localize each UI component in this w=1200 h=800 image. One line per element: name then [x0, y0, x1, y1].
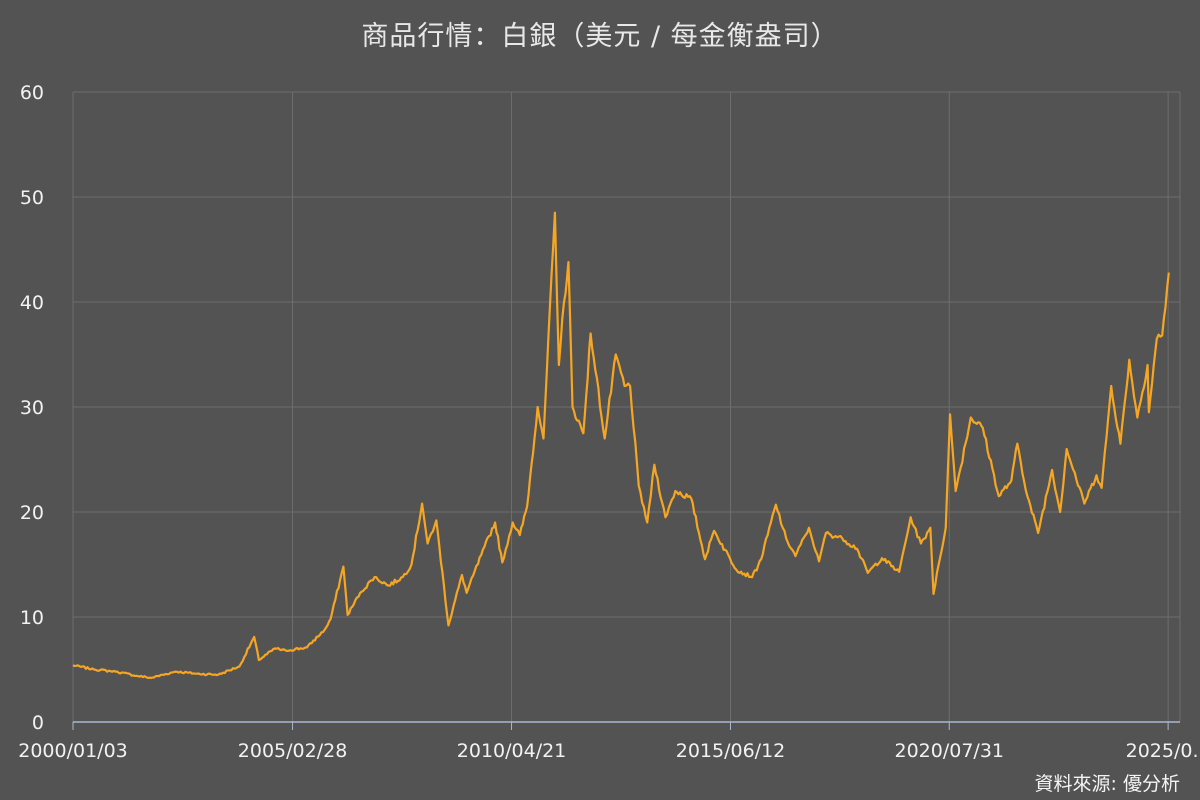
y-tick-label: 50 — [20, 187, 44, 209]
y-tick-label: 0 — [32, 712, 44, 734]
tick-labels: 0 10 20 30 40 50 60 2000/01/03 2005/02/28 2010/04… — [18, 82, 1200, 762]
y-tick-label: 40 — [20, 292, 44, 314]
series-layer — [72, 211, 1170, 680]
x-tick-label: 2010/04/21 — [457, 740, 567, 762]
chart-title: 商品行情：白銀（美元 / 每金衡盎司） — [361, 21, 839, 52]
y-tick-label: 60 — [20, 82, 44, 104]
y-tick-label: 20 — [20, 502, 44, 524]
grid-lines — [72, 91, 1180, 722]
x-tick-label: 2000/01/03 — [18, 740, 128, 762]
x-tick-label: 2020/07/31 — [894, 740, 1004, 762]
x-tick-label: 2025/0... — [1126, 740, 1200, 762]
source-note: 資料來源: 優分析 — [1034, 773, 1180, 795]
x-tick-label: 2005/02/28 — [238, 740, 348, 762]
axes — [72, 92, 1181, 730]
silver-price-line — [72, 211, 1170, 680]
x-tick-label: 2015/06/12 — [676, 740, 786, 762]
y-tick-label: 30 — [20, 397, 44, 419]
y-tick-label: 10 — [20, 607, 44, 629]
